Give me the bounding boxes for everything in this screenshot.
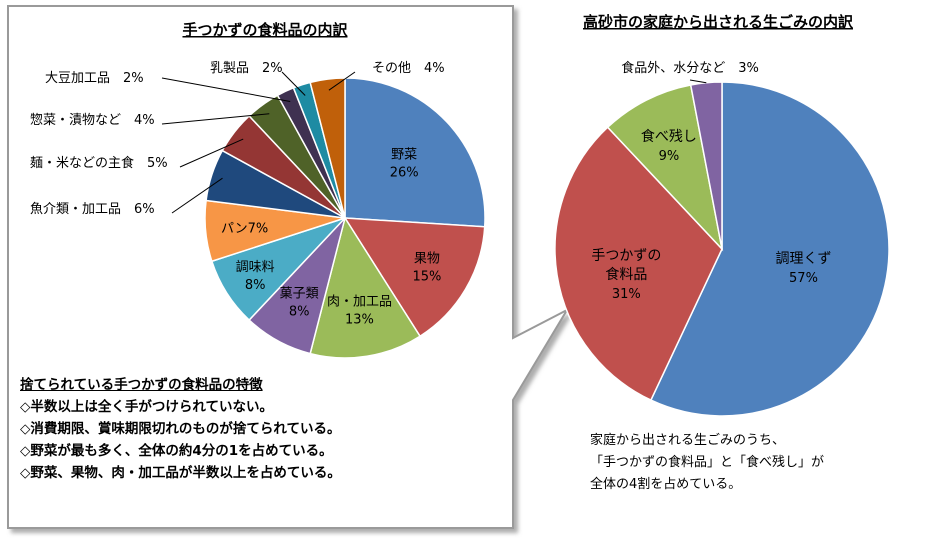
left-label-cat-1: 野菜 bbox=[391, 147, 417, 162]
right-label-val-3: 9% bbox=[659, 149, 680, 164]
left-label-val-5: 8% bbox=[245, 278, 266, 293]
pie-right-slice-2 bbox=[554, 126, 723, 402]
right-label-val-2: 31% bbox=[612, 287, 641, 302]
pie-right-slice-3 bbox=[606, 84, 724, 252]
left-label-8: 麺・米などの主食 5% bbox=[30, 155, 168, 171]
left-label-10: 大豆加工品 2% bbox=[45, 71, 144, 86]
left-label-12: その他 4% bbox=[372, 61, 445, 76]
pie-left-slice-3 bbox=[309, 216, 422, 359]
left-label-11: 乳製品 2% bbox=[210, 61, 283, 76]
summary-line-1: 家庭から出される生ごみのうち、 bbox=[590, 433, 786, 448]
left-label-7: 魚介類・加工品 6% bbox=[30, 202, 155, 217]
left-label-6: パン7% bbox=[221, 221, 268, 236]
pie-right-slice-1 bbox=[649, 81, 890, 417]
left-label-val-2: 15% bbox=[412, 269, 441, 284]
right-label-val-1: 57% bbox=[789, 271, 818, 286]
left-label-9: 惣菜・漬物など 4% bbox=[30, 113, 155, 128]
summary-line-2: 「手つかずの食料品」と「食べ残し」が bbox=[590, 455, 825, 470]
feature-line-4: ◇野菜、果物、肉・加工品が半数以上を占めている。 bbox=[20, 465, 341, 481]
leader-line-8 bbox=[179, 138, 244, 168]
right-label-cat-3: 食べ残し bbox=[641, 128, 697, 145]
left-label-val-3: 13% bbox=[345, 312, 374, 327]
left-label-val-1: 26% bbox=[390, 165, 419, 180]
left-label-cat-4: 菓子類 bbox=[280, 286, 319, 301]
summary-note: 家庭から出される生ごみのうち、 「手つかずの食料品」と「食べ残し」が 全体の4割… bbox=[590, 430, 824, 496]
summary-line-3: 全体の4割を占めている。 bbox=[590, 477, 742, 492]
feature-line-1: ◇半数以上は全く手がつけられていない。 bbox=[20, 399, 273, 415]
leader-line-12 bbox=[328, 71, 356, 91]
right-leader-line-4 bbox=[689, 79, 707, 84]
leader-line-7 bbox=[171, 177, 223, 214]
right-chart-title: 高砂市の家庭から出される生ごみの内訳 bbox=[583, 13, 854, 31]
right-label-cat2-2: 食料品 bbox=[605, 266, 647, 283]
pie-labels: 野菜 26% 果物 15% 肉・加工品 13% 菓子類 8% 調味料 8% パン7% 魚介類・加工品 … bbox=[30, 60, 831, 327]
right-label-cat-1: 調理くず bbox=[775, 251, 831, 267]
features-heading: 捨てられている手つかずの食料品の特徴 bbox=[20, 377, 263, 393]
feature-line-2: ◇消費期限、賞味期限切れのものが捨てられている。 bbox=[20, 421, 341, 437]
left-pie bbox=[204, 77, 486, 359]
right-label-cat-2: 手つかずの bbox=[591, 248, 661, 264]
left-chart-title: 手つかずの食料品の内訳 bbox=[182, 21, 348, 39]
pie-left-slice-2 bbox=[343, 217, 486, 338]
left-label-cat-5: 調味料 bbox=[236, 260, 275, 275]
leader-line-10 bbox=[161, 77, 291, 102]
left-label-cat-3: 肉・加工品 bbox=[327, 294, 392, 309]
leader-line-9 bbox=[161, 113, 270, 125]
pie-left-slice-12 bbox=[309, 77, 346, 219]
right-label-4: 食品外、水分など 3% bbox=[621, 60, 759, 76]
pie-left-slice-1 bbox=[344, 77, 486, 228]
left-label-val-4: 8% bbox=[289, 304, 310, 319]
features-note: 捨てられている手つかずの食料品の特徴 ◇半数以上は全く手がつけられていない。 ◇… bbox=[20, 374, 341, 484]
left-label-cat-2: 果物 bbox=[414, 251, 440, 266]
leader-line-11 bbox=[281, 71, 306, 96]
right-pie bbox=[554, 81, 890, 417]
feature-line-3: ◇野菜が最も多く、全体の約4分の1を占めている。 bbox=[20, 443, 333, 459]
